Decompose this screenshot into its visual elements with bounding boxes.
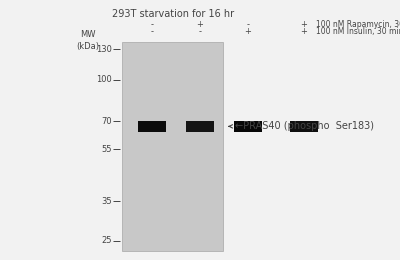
Text: +: + [300,20,308,29]
Text: 100 nM Rapamycin, 30 min: 100 nM Rapamycin, 30 min [316,20,400,29]
Text: +: + [300,27,308,36]
Text: 100: 100 [96,75,112,84]
Bar [122,42,223,251]
Text: MW: MW [80,30,96,39]
Bar [186,121,214,132]
Text: +: + [244,27,252,36]
Text: -: - [246,20,250,29]
Text: 55: 55 [101,145,112,154]
Text: 70: 70 [101,117,112,126]
Text: 100 nM Insulin, 30 min: 100 nM Insulin, 30 min [316,27,400,36]
Text: -: - [198,27,202,36]
Text: (kDa): (kDa) [76,42,100,51]
Text: 293T starvation for 16 hr: 293T starvation for 16 hr [112,9,234,19]
Text: 35: 35 [101,197,112,206]
Text: +: + [196,20,204,29]
Text: 130: 130 [96,45,112,54]
Text: ←PRAS40 (phospho  Ser183): ←PRAS40 (phospho Ser183) [229,121,374,131]
Text: -: - [150,20,154,29]
Text: -: - [150,27,154,36]
Text: 25: 25 [101,236,112,245]
Bar [138,121,166,132]
Bar [234,121,262,132]
Bar [290,121,318,132]
